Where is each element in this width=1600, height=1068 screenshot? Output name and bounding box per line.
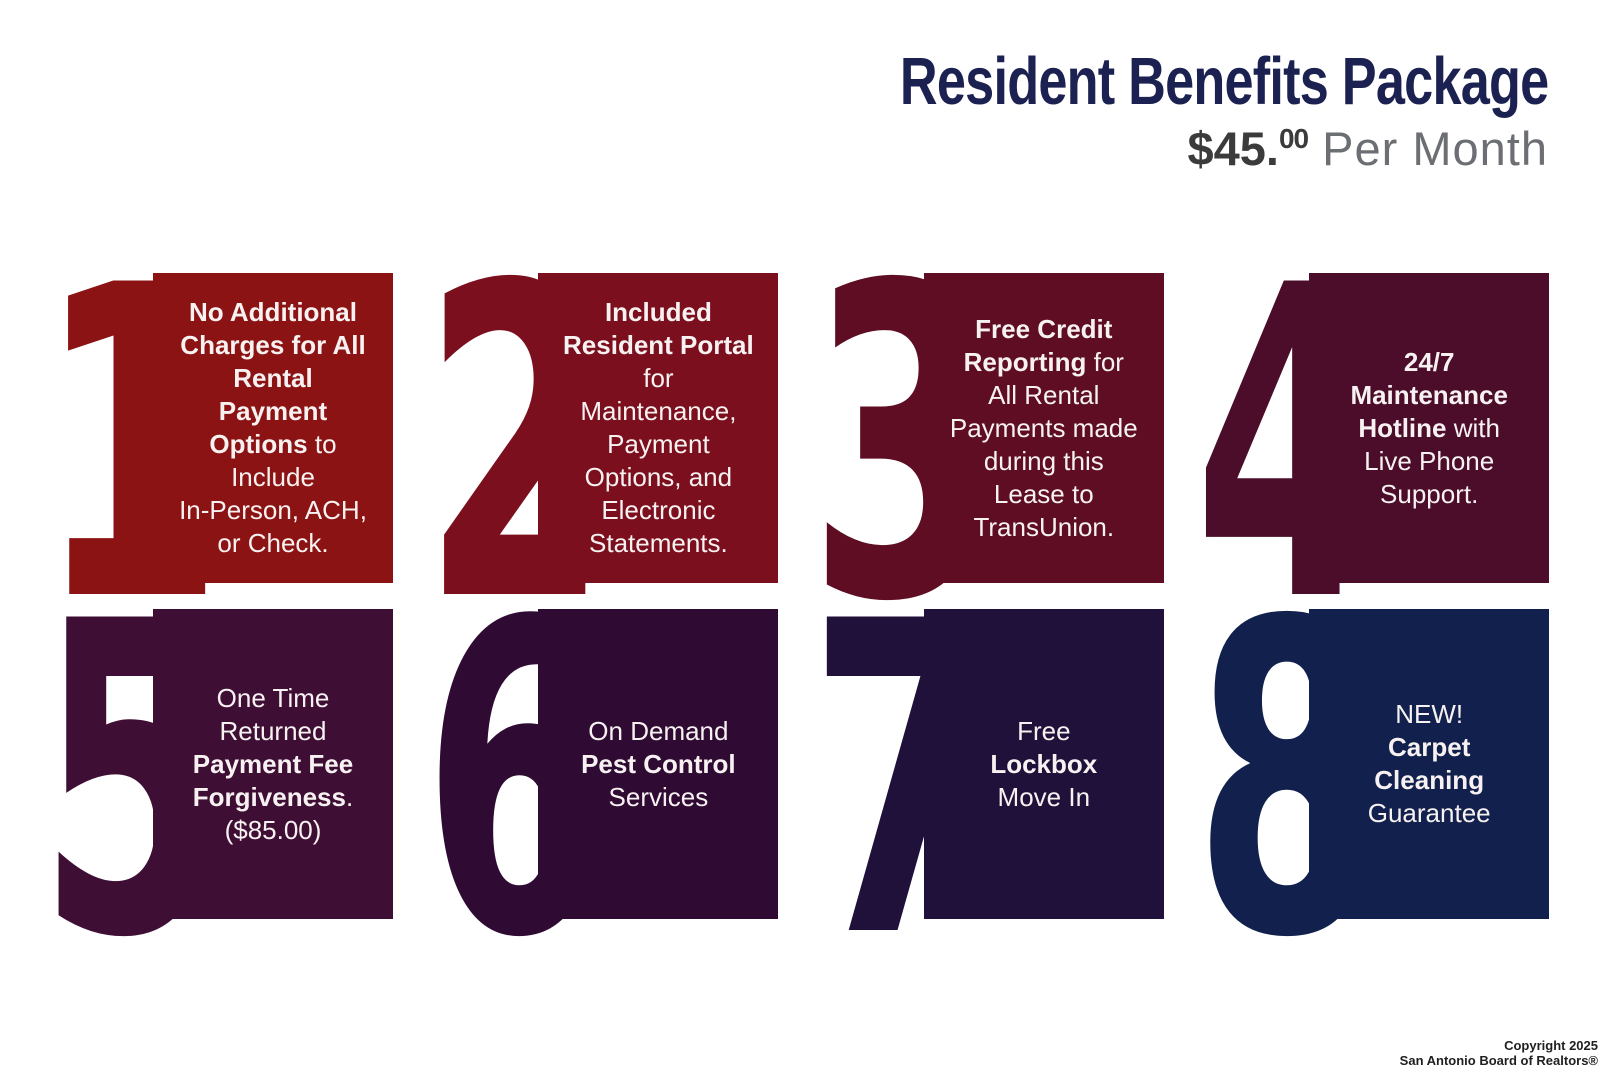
benefit-box: NEW! Carpet Cleaning Guarantee — [1309, 609, 1550, 919]
benefit-box: Free Credit Reporting for All Rental Pay… — [923, 273, 1164, 583]
benefit-card-1: 1 No Additional Charges for All Rental P… — [38, 231, 393, 661]
benefit-box: 24/7 Maintenance Hotline with Live Phone… — [1309, 273, 1550, 583]
copyright-line2: San Antonio Board of Realtors® — [1399, 1053, 1598, 1068]
benefit-card-5: 5 One Time Returned Payment Fee Forgiven… — [38, 567, 393, 997]
benefit-card-4: 4 24/7 Maintenance Hotline with Live Pho… — [1194, 231, 1550, 661]
benefit-card-8: 8 NEW! Carpet Cleaning Guarantee — [1194, 567, 1550, 997]
benefit-box: One Time Returned Payment Fee Forgivenes… — [153, 609, 393, 919]
benefit-card-7: 7 Free Lockbox Move In — [809, 567, 1164, 997]
copyright-line1: Copyright 2025 — [1504, 1038, 1598, 1053]
benefit-box: Free Lockbox Move In — [923, 609, 1164, 919]
benefit-text: No Additional Charges for All Rental Pay… — [179, 297, 367, 558]
benefit-card-2: 2 Included Resident Portal for Maintenan… — [423, 231, 779, 661]
benefit-text: Free Lockbox Move In — [990, 715, 1098, 812]
benefit-text: NEW! Carpet Cleaning Guarantee — [1367, 699, 1491, 828]
benefit-box: On Demand Pest Control Services — [538, 609, 779, 919]
benefit-text: 24/7 Maintenance Hotline with Live Phone… — [1350, 346, 1508, 509]
price-amount: $45. — [1187, 122, 1279, 175]
benefit-text: Included Resident Portal for Maintenance… — [563, 297, 754, 558]
benefit-text: One Time Returned Payment Fee Forgivenes… — [192, 682, 354, 845]
benefit-card-6: 6 On Demand Pest Control Services — [423, 567, 779, 997]
price-period: Per Month — [1308, 122, 1548, 175]
benefit-card-3: 3 Free Credit Reporting for All Rental P… — [809, 231, 1164, 661]
price-line: $45.00 Per Month — [717, 122, 1548, 175]
benefit-text: On Demand Pest Control Services — [581, 715, 736, 812]
page-title: Resident Benefits Package — [899, 44, 1548, 119]
benefit-box: No Additional Charges for All Rental Pay… — [153, 273, 393, 583]
benefits-grid: 1 No Additional Charges for All Rental P… — [38, 231, 1553, 997]
benefit-text: Free Credit Reporting for All Rental Pay… — [949, 313, 1138, 542]
header: Resident Benefits Package $45.00 Per Mon… — [717, 48, 1548, 172]
benefit-box: Included Resident Portal for Maintenance… — [538, 273, 779, 583]
price-cents: 00 — [1278, 123, 1309, 154]
copyright: Copyright 2025 San Antonio Board of Real… — [1400, 1038, 1598, 1068]
